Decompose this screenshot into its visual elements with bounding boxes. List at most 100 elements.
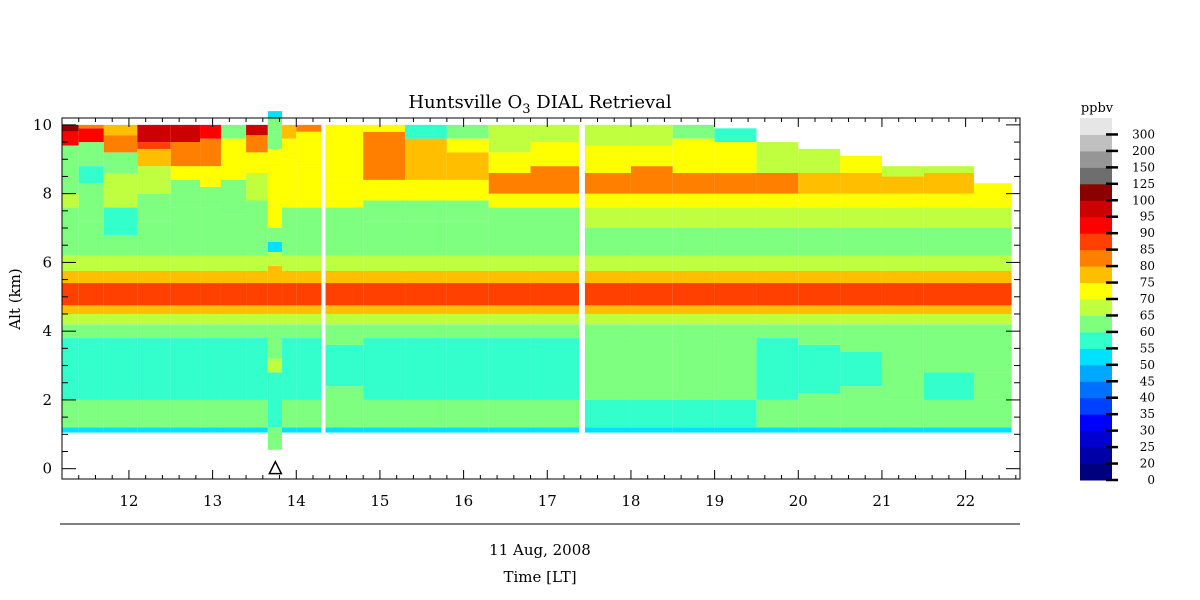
heatmap-cell <box>923 399 974 428</box>
colorbar-tick-label: 45 <box>1140 374 1155 388</box>
heatmap-cell <box>672 173 715 194</box>
heatmap-cell <box>78 338 104 400</box>
heatmap-cell <box>530 228 580 256</box>
y-tick-label: 4 <box>42 322 52 340</box>
heatmap-cell <box>840 155 882 174</box>
heatmap-cell <box>325 207 364 229</box>
colorbar-swatch <box>1080 397 1112 415</box>
heatmap-cell <box>923 427 974 433</box>
heatmap-cell <box>200 124 221 139</box>
heatmap-cell <box>267 166 283 229</box>
colorbar-swatch <box>1080 150 1112 168</box>
heatmap-cell <box>78 255 104 271</box>
colorbar-tick-label: 75 <box>1140 276 1155 290</box>
heatmap-cell <box>267 131 283 149</box>
heatmap-cell <box>267 111 283 118</box>
heatmap-cell <box>405 399 447 428</box>
heatmap-cell <box>630 399 673 428</box>
heatmap-cell <box>405 270 447 284</box>
heatmap-cell <box>973 427 1012 433</box>
heatmap-cell <box>584 124 631 146</box>
heatmap-cell <box>530 270 580 284</box>
heatmap-cell <box>672 283 715 306</box>
heatmap-cell <box>200 138 221 167</box>
heatmap-cell <box>798 313 841 325</box>
heatmap-cell <box>840 228 882 256</box>
heatmap-cell <box>282 305 297 314</box>
colorbar-swatch <box>1080 282 1112 300</box>
heatmap-cell <box>630 270 673 284</box>
heatmap-cell <box>62 131 79 146</box>
heatmap-cell <box>103 207 138 235</box>
heatmap-cell <box>530 399 580 428</box>
heatmap-cell <box>325 344 364 387</box>
heatmap-cell <box>973 305 1012 314</box>
heatmap-cell <box>325 324 364 345</box>
heatmap-cell <box>446 427 489 433</box>
heatmap-cell <box>170 207 201 256</box>
heatmap-cell <box>923 255 974 271</box>
heatmap-cell <box>923 228 974 256</box>
heatmap-cell <box>798 193 841 208</box>
heatmap-cell <box>840 255 882 271</box>
heatmap-cell <box>923 173 974 194</box>
axis-ticks: 12 13 14 15 16 17 18 19 20 21 22 0 2 4 6 8 10 <box>33 116 1020 510</box>
heatmap-cell <box>798 324 841 345</box>
date-label: 11 Aug, 2008 <box>489 541 591 559</box>
heatmap-cell <box>78 166 104 184</box>
plot-frame <box>61 117 1021 480</box>
heatmap-cell <box>363 305 406 314</box>
y-tick-label: 2 <box>42 391 52 409</box>
heatmap-cell <box>881 324 924 366</box>
y-tick-label: 10 <box>33 116 52 134</box>
heatmap-cell <box>881 365 924 400</box>
heatmap-cell <box>714 313 757 325</box>
heatmap-cell <box>714 338 757 400</box>
heatmap-cell <box>200 255 221 271</box>
heatmap-cell <box>220 214 247 256</box>
heatmap-cell <box>103 283 138 306</box>
heatmap-cell <box>446 138 489 153</box>
heatmap-cell <box>170 313 201 325</box>
heatmap-cell <box>103 135 138 153</box>
colorbar-swatch <box>1080 463 1112 481</box>
heatmap-cell <box>881 166 924 177</box>
heatmap-cell <box>798 173 841 194</box>
heatmap-cell <box>630 145 673 167</box>
heatmap-cell <box>220 427 247 433</box>
heatmap-cell <box>363 270 406 284</box>
heatmap-cell <box>584 427 631 433</box>
colorbar-swatch <box>1080 233 1112 251</box>
title-main: Huntsville O <box>408 92 522 113</box>
x-tick-label: 22 <box>956 492 975 510</box>
heatmap-cell <box>973 324 1012 373</box>
heatmap-cell <box>363 427 406 433</box>
heatmap-cell <box>630 124 673 146</box>
heatmap-cell <box>405 179 447 201</box>
heatmap-cell <box>200 270 221 284</box>
heatmap-cell <box>714 142 757 174</box>
heatmap-cell <box>282 313 297 325</box>
heatmap-cell <box>200 305 221 314</box>
heatmap-cell <box>756 270 799 284</box>
heatmap-cell <box>62 283 79 306</box>
heatmap-cell <box>220 338 247 400</box>
heatmap-cell <box>103 173 138 208</box>
heatmap-cell <box>405 283 447 306</box>
heatmap-cell <box>137 270 171 284</box>
heatmap-cell <box>756 399 799 428</box>
heatmap-cell <box>78 142 104 167</box>
heatmap-cell <box>282 427 297 433</box>
heatmap-cell <box>137 305 171 314</box>
heatmap-cell <box>296 131 322 167</box>
heatmap-cell <box>282 255 297 271</box>
heatmap-cell <box>325 124 364 146</box>
heatmap-cell <box>282 173 297 208</box>
heatmap-cell <box>267 324 283 359</box>
heatmap-cell <box>282 159 297 174</box>
heatmap-cell <box>246 135 268 153</box>
heatmap-cell <box>267 313 283 325</box>
heatmap-cell <box>756 193 799 208</box>
heatmap-cell <box>446 255 489 271</box>
